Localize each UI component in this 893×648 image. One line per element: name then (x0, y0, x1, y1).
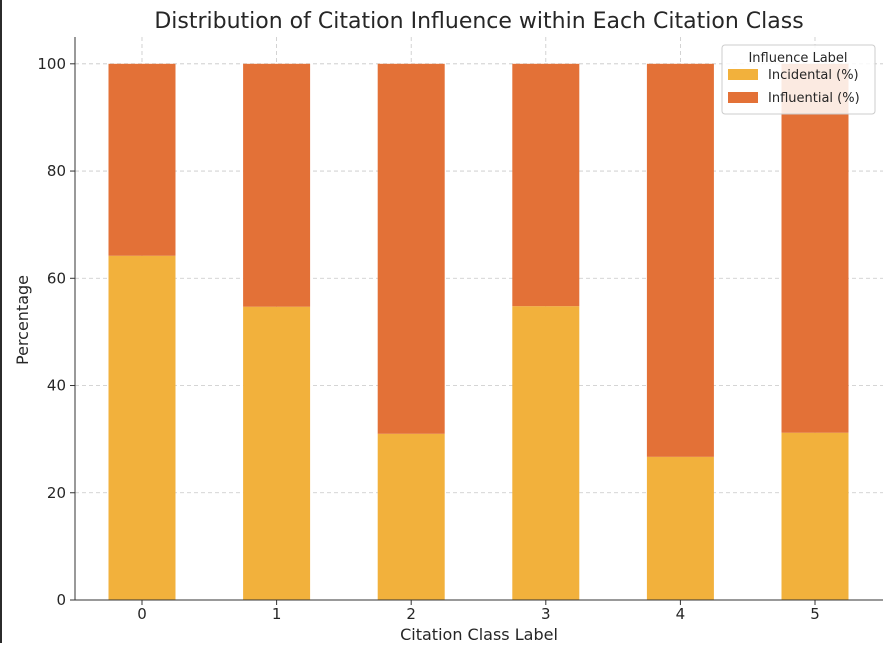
x-tick-label: 4 (676, 605, 686, 623)
bar-incidental-class-2 (377, 433, 445, 600)
bar-incidental-class-3 (512, 306, 580, 600)
x-axis-label: Citation Class Label (400, 625, 558, 643)
legend-title: Influence Label (748, 51, 847, 66)
window-edge (0, 0, 2, 643)
y-axis-label: Percentage (13, 275, 32, 365)
bar-incidental-class-5 (781, 432, 849, 600)
bar-influential-class-5 (781, 63, 849, 433)
legend: Influence Label Incidental (%) Influentia… (721, 44, 876, 115)
bar-influential-class-3 (512, 63, 580, 307)
gridlines (75, 37, 883, 601)
y-tick-label: 20 (47, 484, 66, 502)
axes (70, 37, 883, 605)
y-tick-label: 60 (47, 269, 66, 287)
legend-box (721, 44, 876, 115)
bars (108, 63, 849, 600)
legend-swatch (728, 69, 758, 80)
x-tick-label: 2 (406, 605, 416, 623)
x-tick-label: 5 (810, 605, 820, 623)
legend-items: Incidental (%) Influential (%) (728, 68, 860, 106)
bar-influential-class-1 (243, 63, 311, 307)
tick-labels: 0 20 40 60 80 100 0 1 2 3 4 5 (37, 55, 819, 623)
bar-incidental-class-4 (646, 456, 714, 600)
y-tick-label: 0 (56, 591, 66, 609)
bar-influential-class-0 (108, 63, 176, 256)
chart-title: Distribution of Citation Influence withi… (154, 9, 803, 34)
y-tick-label: 80 (47, 162, 66, 180)
legend-swatch (728, 92, 758, 103)
bar-incidental-class-1 (243, 306, 311, 600)
x-tick-label: 0 (137, 605, 147, 623)
legend-label: Incidental (%) (768, 68, 859, 83)
bar-incidental-class-0 (108, 255, 176, 600)
x-tick-label: 1 (272, 605, 282, 623)
legend-label: Influential (%) (768, 91, 860, 106)
y-tick-label: 100 (37, 55, 66, 73)
y-tick-label: 40 (47, 377, 66, 395)
bar-influential-class-4 (646, 63, 714, 457)
x-tick-label: 3 (541, 605, 551, 623)
bar-influential-class-2 (377, 63, 445, 434)
